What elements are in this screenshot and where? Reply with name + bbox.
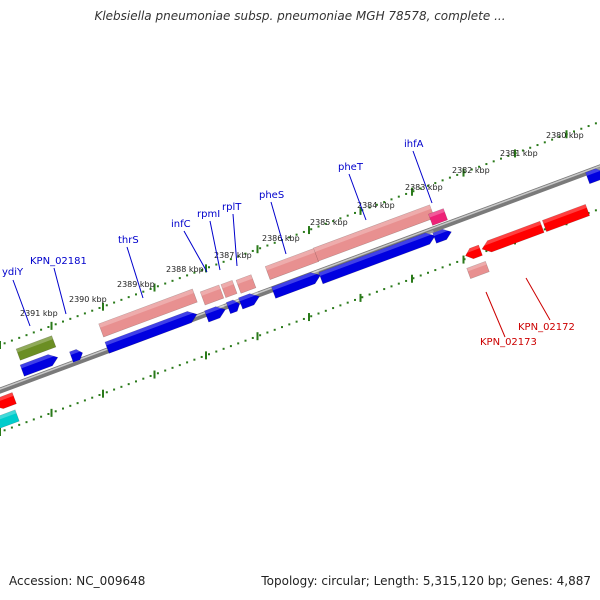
map-title: Klebsiella pneumoniae subsp. pneumoniae …: [94, 9, 506, 23]
scale-label: 2380 kbp: [546, 131, 584, 140]
scale-label: 2389 kbp: [117, 280, 155, 289]
gene-KPN_02181-cds[interactable]: [69, 347, 84, 363]
gene-KPN_02173-rna[interactable]: [466, 261, 490, 279]
gene-rpmI-rna[interactable]: [220, 280, 238, 298]
scale-ticks-bottom: [0, 209, 597, 436]
gene-label[interactable]: pheT: [338, 162, 364, 173]
gene-thrS-cds[interactable]: [104, 308, 199, 354]
scale-label: 2382 kbp: [452, 166, 490, 175]
leader-line: [348, 173, 367, 221]
gene-rplT-cds[interactable]: [238, 290, 262, 310]
leader-line: [209, 220, 221, 271]
gene-ihfA-feature[interactable]: [428, 208, 448, 226]
scale-label: 2388 kbp: [166, 265, 204, 274]
genome-summary-text: Topology: circular; Length: 5,315,120 bp…: [261, 574, 591, 588]
leader-line: [412, 150, 433, 204]
gene-label[interactable]: KPN_02181: [30, 256, 87, 267]
gene-label[interactable]: KPN_02172: [518, 322, 575, 333]
scale-label: 2390 kbp: [69, 295, 107, 304]
gene-rplT-rna[interactable]: [235, 274, 257, 294]
leader-line: [525, 277, 551, 321]
scale-label: 2387 kbp: [214, 251, 252, 260]
gene-label[interactable]: pheS: [259, 190, 284, 201]
leader-line: [53, 267, 67, 315]
gene-infC-cds[interactable]: [204, 303, 228, 323]
label-leader-lines: [12, 150, 551, 338]
scale-label: 2386 kbp: [262, 234, 300, 243]
gene-infC-rna[interactable]: [199, 284, 225, 306]
scale-label: 2383 kbp: [405, 183, 443, 192]
gene-label[interactable]: rplT: [222, 202, 242, 213]
leader-line: [183, 230, 208, 273]
accession-text: Accession: NC_009648: [9, 574, 146, 588]
gene-KPN_02172-cds[interactable]: [479, 220, 545, 255]
leader-line: [485, 291, 506, 338]
gene-red-cds-left[interactable]: [0, 392, 17, 412]
gene-label[interactable]: ydiY: [2, 267, 24, 278]
gene-pheT-cds[interactable]: [318, 230, 438, 285]
gene-ydiY-feature[interactable]: [15, 335, 57, 361]
gene-label[interactable]: infC: [171, 219, 191, 230]
scale-label: 2391 kbp: [20, 309, 58, 318]
gene-label[interactable]: thrS: [118, 235, 139, 246]
gene-KPN_02173-cds[interactable]: [463, 244, 483, 261]
gene-label[interactable]: KPN_02173: [480, 337, 537, 348]
scale-ticks-top: [0, 122, 597, 349]
gene-rpmI-cds[interactable]: [225, 298, 241, 315]
gene-cyan-feature[interactable]: [0, 409, 20, 431]
scale-labels: 2380 kbp 2381 kbp 2382 kbp 2383 kbp 2384 kbp…: [20, 131, 584, 318]
gene-red-cds-right[interactable]: [542, 204, 590, 232]
gene-pheS-cds[interactable]: [271, 269, 322, 299]
leader-line: [12, 279, 31, 327]
gene-features[interactable]: [0, 166, 600, 431]
scale-label: 2384 kbp: [357, 201, 395, 210]
gene-pheT-rna[interactable]: [313, 204, 435, 262]
scale-label: 2381 kbp: [500, 149, 538, 158]
gene-ihfA-cds[interactable]: [432, 226, 454, 244]
gene-label[interactable]: ihfA: [404, 139, 424, 150]
scale-label: 2385 kbp: [310, 218, 348, 227]
gene-ydiY-cds[interactable]: [19, 351, 60, 377]
gene-label[interactable]: rpmI: [197, 209, 220, 220]
leader-line: [126, 246, 144, 299]
gene-thrS-rna[interactable]: [98, 288, 198, 338]
leader-line: [270, 201, 287, 255]
leader-line: [232, 213, 238, 267]
